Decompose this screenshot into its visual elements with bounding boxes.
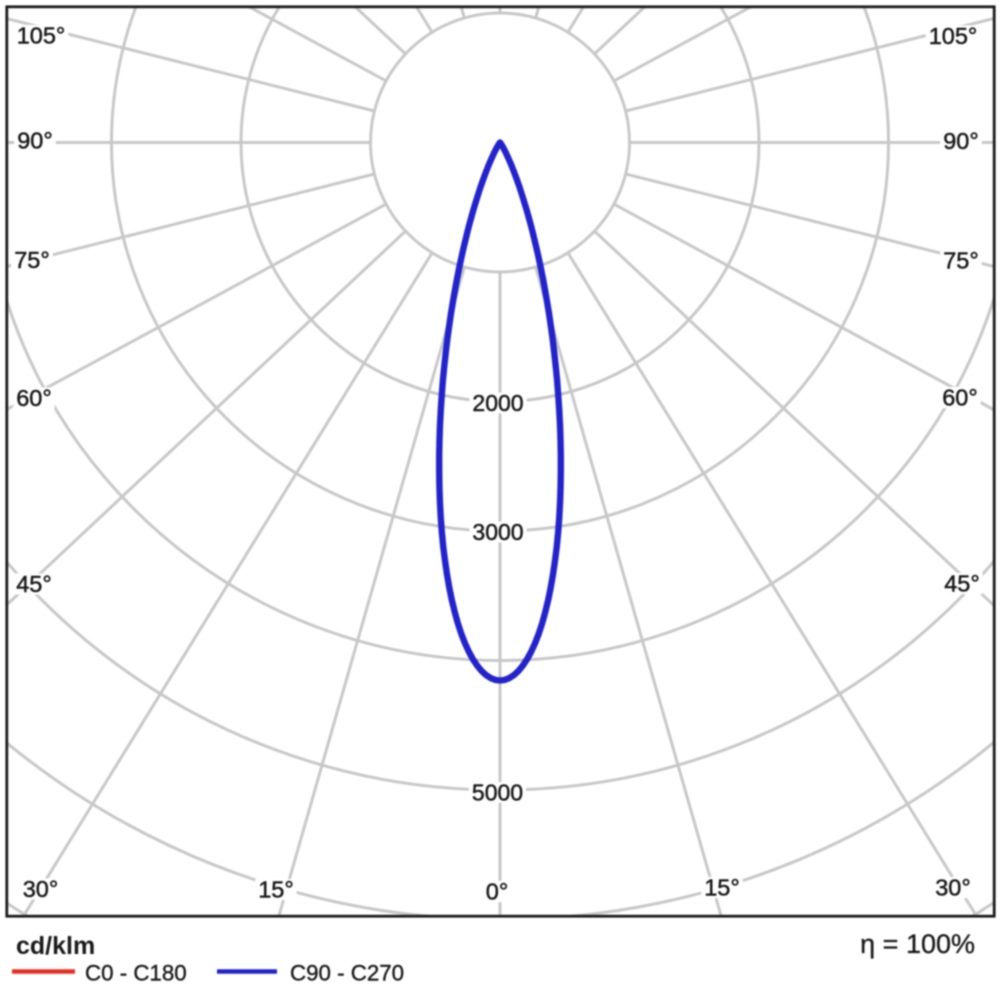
svg-text:cd/klm: cd/klm [16, 932, 95, 960]
svg-text:C0 - C180: C0 - C180 [85, 961, 187, 986]
svg-text:15°: 15° [704, 875, 740, 901]
svg-text:30°: 30° [935, 875, 971, 901]
svg-text:45°: 45° [944, 571, 980, 597]
svg-text:0°: 0° [486, 879, 508, 905]
svg-text:90°: 90° [17, 128, 53, 154]
svg-text:90°: 90° [943, 128, 979, 154]
svg-text:105°: 105° [929, 23, 978, 49]
svg-text:15°: 15° [258, 877, 294, 903]
svg-text:105°: 105° [17, 23, 66, 49]
svg-text:5000: 5000 [472, 779, 523, 805]
svg-text:75°: 75° [943, 248, 979, 274]
svg-text:60°: 60° [16, 385, 52, 411]
svg-text:75°: 75° [14, 247, 50, 273]
svg-text:60°: 60° [942, 385, 978, 411]
svg-text:η = 100%: η = 100% [860, 929, 975, 959]
svg-text:30°: 30° [23, 876, 59, 902]
svg-text:3000: 3000 [472, 519, 523, 545]
svg-text:45°: 45° [16, 571, 52, 597]
svg-text:C90 - C270: C90 - C270 [290, 961, 404, 986]
svg-text:2000: 2000 [472, 390, 523, 416]
